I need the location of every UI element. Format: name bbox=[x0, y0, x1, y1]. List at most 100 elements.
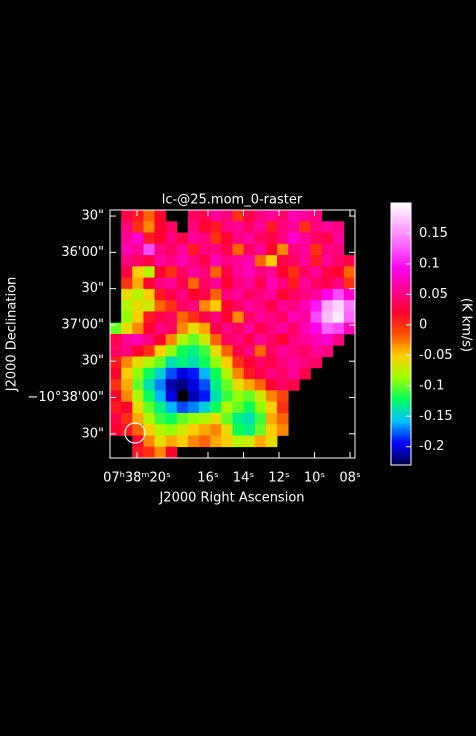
cell bbox=[332, 232, 345, 245]
cell bbox=[165, 412, 178, 425]
cell bbox=[299, 243, 311, 256]
cell bbox=[254, 277, 267, 290]
cell bbox=[288, 232, 300, 245]
cell bbox=[254, 367, 267, 380]
cell bbox=[187, 266, 200, 279]
cell bbox=[332, 221, 345, 233]
cell bbox=[310, 311, 322, 324]
cell bbox=[210, 288, 222, 301]
cell bbox=[121, 255, 133, 267]
cell bbox=[132, 277, 144, 290]
cell bbox=[154, 232, 167, 245]
cell bbox=[121, 210, 133, 222]
cell bbox=[165, 255, 178, 267]
cell bbox=[221, 243, 233, 256]
cell bbox=[232, 322, 245, 335]
cell bbox=[210, 345, 222, 357]
cell bbox=[143, 345, 155, 357]
cell bbox=[199, 345, 211, 357]
cell bbox=[265, 334, 278, 346]
cell bbox=[277, 367, 289, 380]
cell bbox=[110, 401, 122, 414]
y-tick-label: 30" bbox=[81, 426, 104, 441]
cell bbox=[121, 243, 133, 256]
cell bbox=[254, 390, 267, 403]
cell bbox=[154, 345, 167, 357]
cell bbox=[143, 266, 155, 279]
cell bbox=[210, 435, 222, 448]
cell bbox=[299, 356, 311, 369]
cell bbox=[143, 277, 155, 290]
y-tick-label: 30" bbox=[81, 281, 104, 296]
cell bbox=[143, 401, 155, 414]
cell bbox=[176, 232, 189, 245]
cell bbox=[199, 288, 211, 301]
cell bbox=[277, 221, 289, 233]
cell bbox=[176, 277, 189, 290]
cell bbox=[110, 334, 122, 346]
cell bbox=[343, 322, 356, 335]
cell bbox=[110, 345, 122, 357]
cell bbox=[121, 221, 133, 233]
cell bbox=[199, 300, 211, 312]
cell bbox=[121, 412, 133, 425]
cell bbox=[343, 255, 356, 267]
cell bbox=[187, 379, 200, 391]
cell bbox=[243, 356, 256, 369]
cell bbox=[277, 300, 289, 312]
cell bbox=[254, 311, 267, 324]
cell bbox=[321, 334, 334, 346]
cell bbox=[310, 345, 322, 357]
cell bbox=[132, 446, 144, 459]
cell bbox=[243, 266, 256, 279]
cell bbox=[277, 412, 289, 425]
cell bbox=[243, 379, 256, 391]
cell bbox=[221, 277, 233, 290]
cell bbox=[288, 345, 300, 357]
cell bbox=[232, 255, 245, 267]
cell bbox=[154, 288, 167, 301]
cell bbox=[154, 255, 167, 267]
cell bbox=[143, 322, 155, 335]
cell bbox=[277, 401, 289, 414]
cell bbox=[332, 243, 345, 256]
cell bbox=[332, 277, 345, 290]
chart-title: lc-@25.mom_0-raster bbox=[162, 193, 303, 208]
cell bbox=[221, 345, 233, 357]
colorbar-tick-label: 0.1 bbox=[419, 256, 440, 271]
cell bbox=[321, 266, 334, 279]
cell bbox=[299, 367, 311, 380]
cell bbox=[210, 255, 222, 267]
cell bbox=[243, 412, 256, 425]
cell bbox=[132, 288, 144, 301]
cell bbox=[143, 390, 155, 403]
cell bbox=[254, 210, 267, 222]
cell bbox=[187, 401, 200, 414]
cell bbox=[210, 210, 222, 222]
cell bbox=[121, 232, 133, 245]
cell bbox=[132, 221, 144, 233]
cell bbox=[199, 356, 211, 369]
cell bbox=[277, 345, 289, 357]
cell bbox=[154, 435, 167, 448]
cell bbox=[277, 356, 289, 369]
cell bbox=[277, 255, 289, 267]
x-tick-label: 12ˢ bbox=[268, 471, 290, 486]
cell bbox=[232, 266, 245, 279]
cell bbox=[254, 401, 267, 414]
cell bbox=[265, 412, 278, 425]
cell bbox=[288, 266, 300, 279]
cell bbox=[232, 210, 245, 222]
cell bbox=[165, 266, 178, 279]
cell bbox=[165, 379, 178, 391]
colorbar-title: (K km/s) bbox=[459, 298, 474, 352]
colorbar-tick-label: -0.1 bbox=[419, 378, 444, 393]
cell bbox=[221, 334, 233, 346]
cell bbox=[288, 322, 300, 335]
cell bbox=[310, 334, 322, 346]
cell bbox=[154, 311, 167, 324]
cell bbox=[221, 322, 233, 335]
cell bbox=[187, 356, 200, 369]
cell bbox=[332, 288, 345, 301]
cell bbox=[132, 232, 144, 245]
